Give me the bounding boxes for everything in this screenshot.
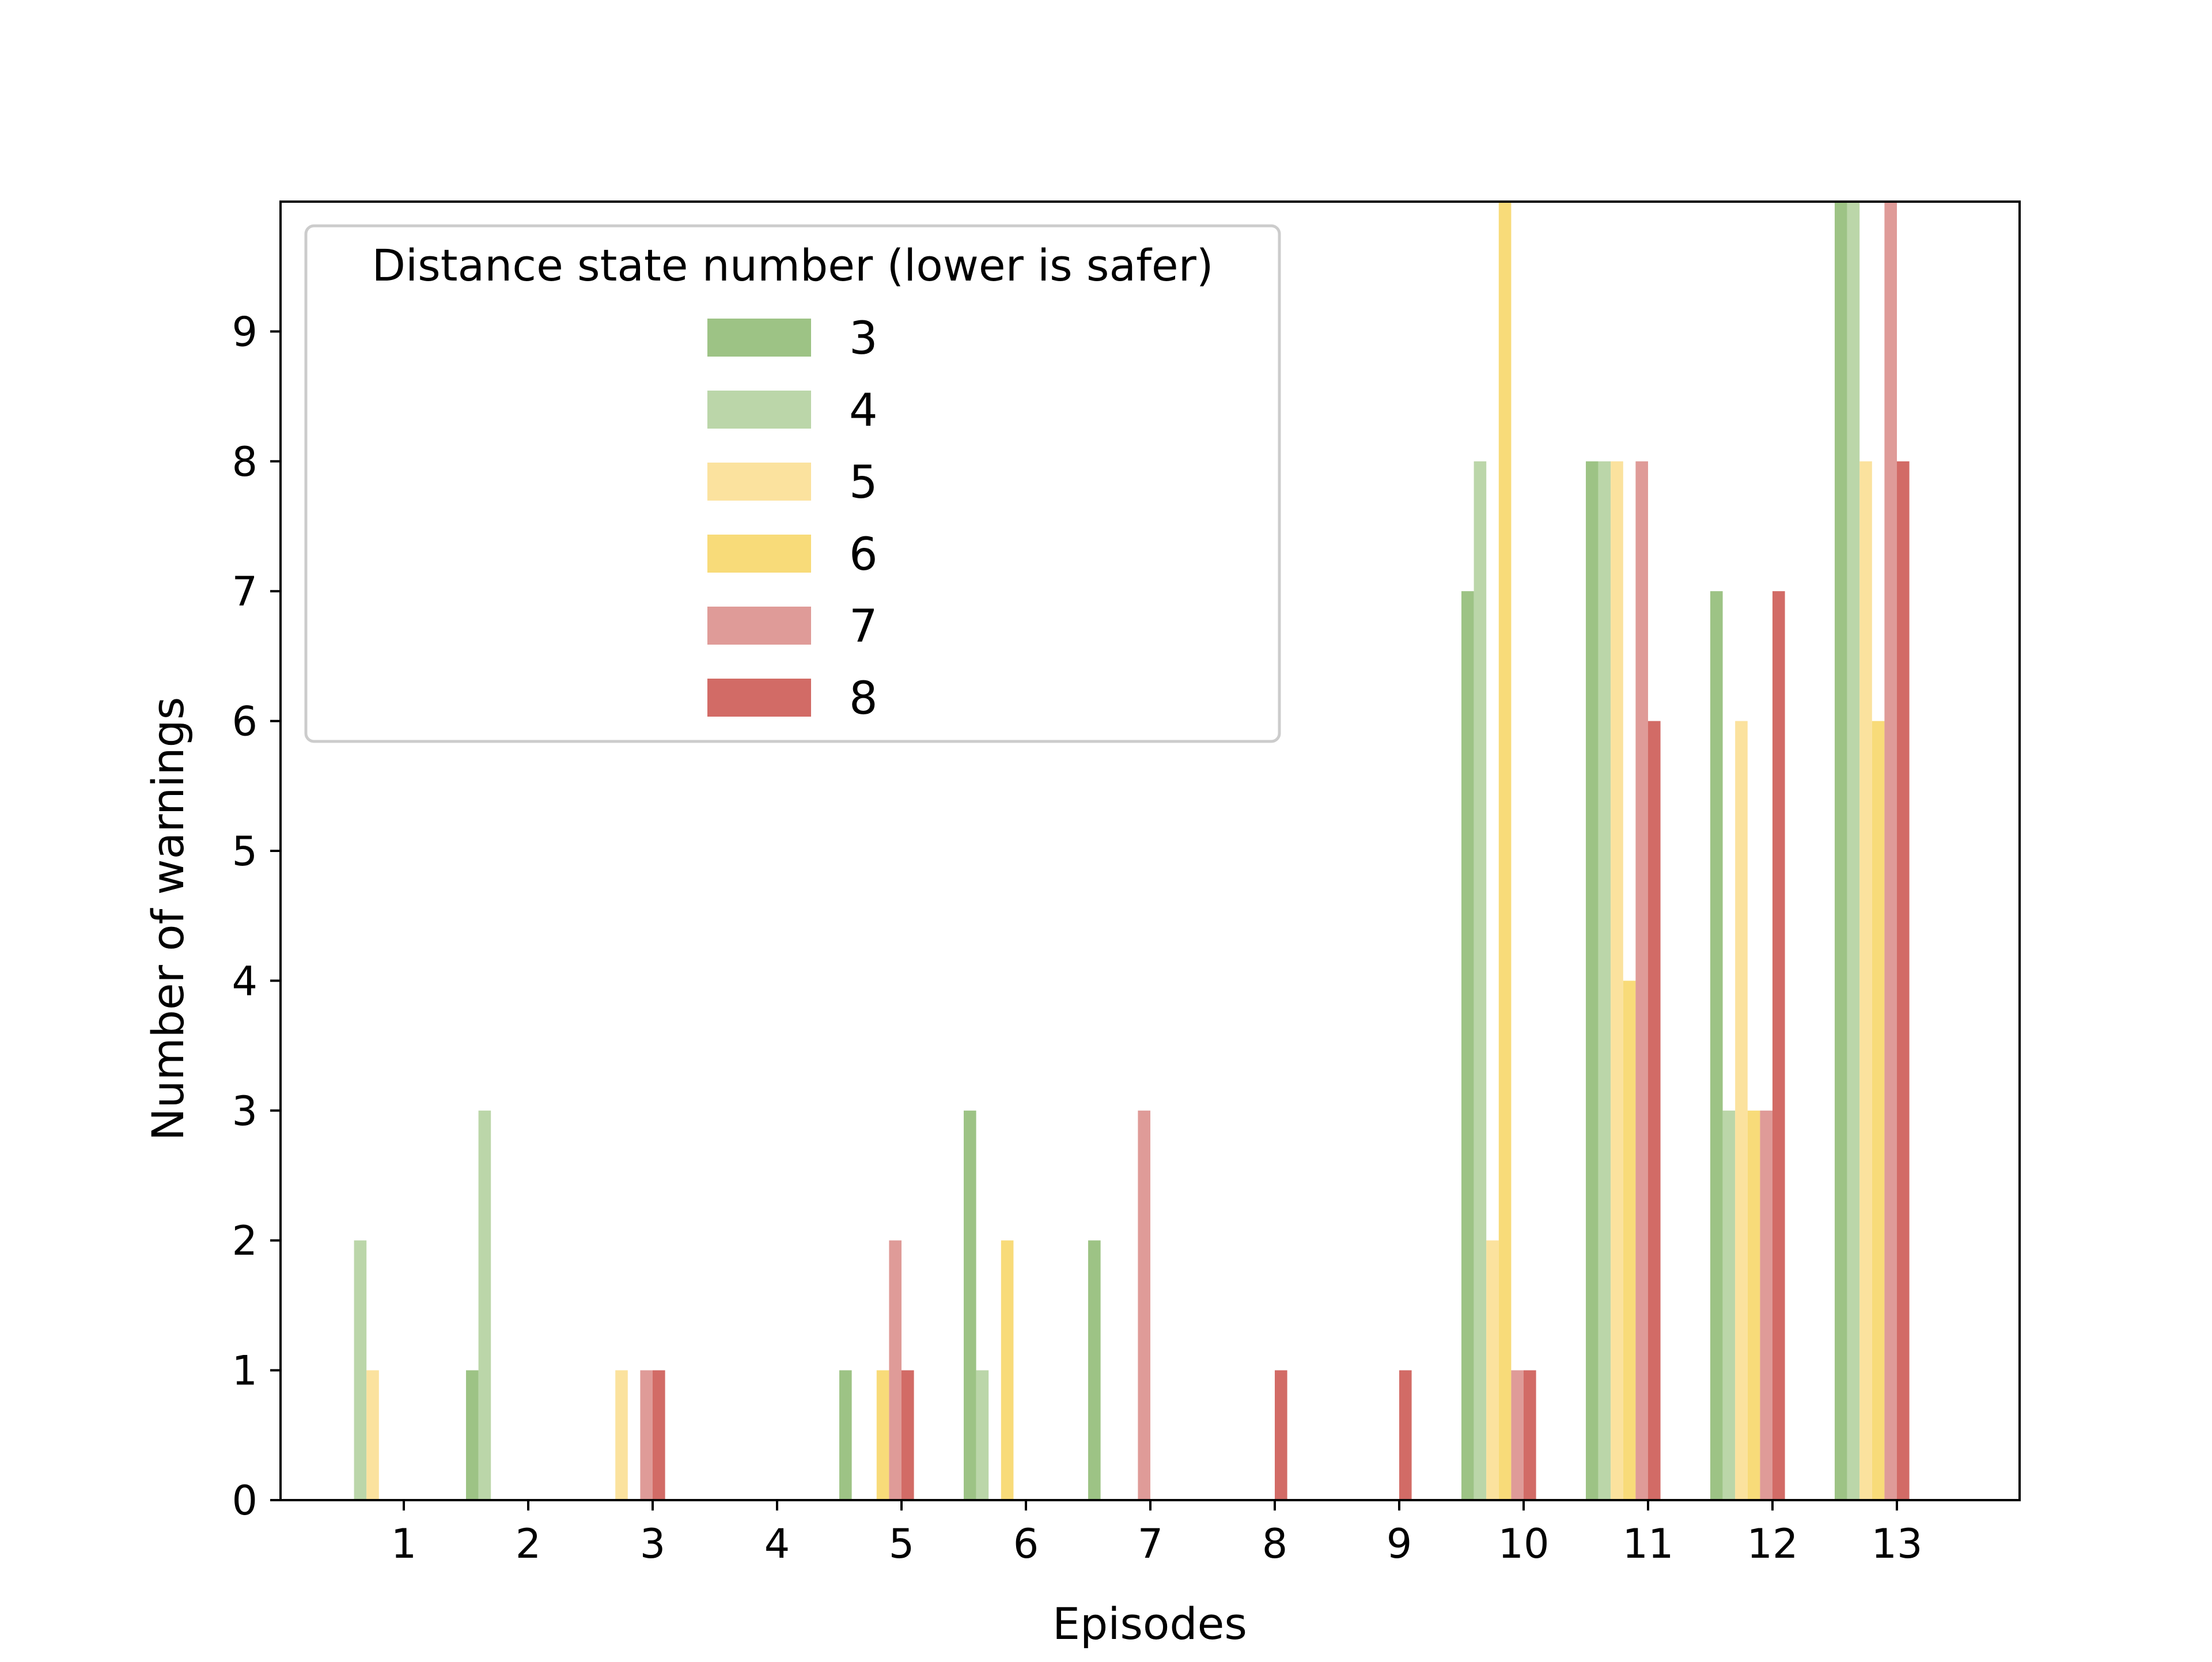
bars-layer bbox=[354, 202, 1910, 1500]
bar-series-3-episode-7 bbox=[1088, 1240, 1101, 1500]
bar-series-3-episode-13 bbox=[1835, 202, 1847, 1500]
bar-series-4-episode-13 bbox=[1847, 202, 1860, 1500]
legend-swatch-7 bbox=[707, 607, 811, 645]
bar-series-4-episode-1 bbox=[354, 1240, 367, 1500]
bar-series-5-episode-13 bbox=[1859, 461, 1872, 1500]
x-tick-label: 4 bbox=[764, 1520, 790, 1568]
x-axis-label: Episodes bbox=[1052, 1598, 1247, 1649]
bar-series-8-episode-9 bbox=[1399, 1370, 1412, 1500]
x-tick-label: 1 bbox=[391, 1520, 417, 1568]
x-tick-label: 2 bbox=[516, 1520, 541, 1568]
bar-series-7-episode-7 bbox=[1138, 1110, 1150, 1500]
y-tick-label: 1 bbox=[232, 1347, 257, 1395]
bar-series-6-episode-10 bbox=[1498, 202, 1512, 1500]
bar-series-6-episode-13 bbox=[1872, 721, 1885, 1500]
bar-series-4-episode-11 bbox=[1598, 461, 1611, 1500]
bar-series-8-episode-11 bbox=[1648, 721, 1661, 1500]
x-tick-label: 10 bbox=[1498, 1520, 1549, 1568]
bar-series-3-episode-11 bbox=[1586, 461, 1599, 1500]
x-tick-label: 11 bbox=[1622, 1520, 1673, 1568]
bar-series-7-episode-3 bbox=[640, 1370, 653, 1500]
legend-label-5: 5 bbox=[849, 457, 878, 509]
bar-series-4-episode-6 bbox=[976, 1370, 989, 1500]
y-tick-label: 4 bbox=[232, 957, 257, 1005]
bar-series-6-episode-6 bbox=[1001, 1240, 1014, 1500]
bar-series-8-episode-10 bbox=[1524, 1370, 1536, 1500]
bar-series-4-episode-10 bbox=[1474, 461, 1487, 1500]
x-tick-label: 6 bbox=[1013, 1520, 1039, 1568]
y-tick-label: 8 bbox=[232, 438, 257, 486]
bar-series-4-episode-12 bbox=[1722, 1110, 1736, 1500]
x-tick-label: 13 bbox=[1871, 1520, 1922, 1568]
y-tick-label: 0 bbox=[232, 1477, 257, 1524]
bar-series-8-episode-8 bbox=[1275, 1370, 1287, 1500]
legend: Distance state number (lower is safer) 3… bbox=[304, 224, 1281, 743]
y-tick-label: 6 bbox=[232, 698, 257, 745]
y-tick-label: 9 bbox=[232, 308, 257, 355]
bar-series-8-episode-12 bbox=[1772, 591, 1785, 1500]
y-tick-label: 3 bbox=[232, 1088, 257, 1135]
x-tick-label: 12 bbox=[1747, 1520, 1798, 1568]
bar-series-8-episode-13 bbox=[1897, 461, 1910, 1500]
legend-swatch-8 bbox=[707, 679, 811, 717]
bar-series-5-episode-10 bbox=[1486, 1240, 1499, 1500]
bar-series-5-episode-12 bbox=[1735, 721, 1748, 1500]
legend-swatch-5 bbox=[707, 463, 811, 501]
bar-series-5-episode-3 bbox=[615, 1370, 628, 1500]
legend-swatch-3 bbox=[707, 319, 811, 357]
bar-series-8-episode-5 bbox=[902, 1370, 914, 1500]
bar-series-3-episode-5 bbox=[839, 1370, 852, 1500]
y-tick-label: 2 bbox=[232, 1217, 257, 1265]
bar-series-6-episode-12 bbox=[1747, 1110, 1760, 1500]
y-axis-label: Number of warnings bbox=[142, 697, 194, 1141]
x-tick-label: 5 bbox=[889, 1520, 915, 1568]
bar-series-6-episode-5 bbox=[876, 1370, 889, 1500]
bar-series-7-episode-12 bbox=[1760, 1110, 1772, 1500]
bar-series-5-episode-1 bbox=[366, 1370, 379, 1500]
legend-label-3: 3 bbox=[849, 313, 878, 365]
bar-series-4-episode-2 bbox=[478, 1110, 491, 1500]
bar-series-7-episode-10 bbox=[1511, 1370, 1524, 1500]
bar-series-3-episode-10 bbox=[1461, 591, 1474, 1500]
bar-series-7-episode-5 bbox=[889, 1240, 902, 1500]
legend-label-7: 7 bbox=[849, 601, 878, 653]
bar-series-3-episode-2 bbox=[466, 1370, 479, 1500]
legend-swatch-4 bbox=[707, 391, 811, 429]
x-tick-label: 9 bbox=[1387, 1520, 1412, 1568]
bar-series-3-episode-12 bbox=[1710, 591, 1723, 1500]
y-tick-label: 5 bbox=[232, 828, 257, 875]
x-tick-label: 8 bbox=[1262, 1520, 1288, 1568]
y-tick-label: 7 bbox=[232, 568, 257, 615]
legend-label-8: 8 bbox=[849, 673, 878, 725]
legend-label-6: 6 bbox=[849, 529, 878, 581]
legend-label-4: 4 bbox=[849, 385, 878, 437]
bar-series-7-episode-13 bbox=[1884, 202, 1897, 1500]
legend-title: Distance state number (lower is safer) bbox=[372, 240, 1214, 291]
bar-series-5-episode-11 bbox=[1611, 461, 1623, 1500]
legend-swatch-6 bbox=[707, 535, 811, 573]
x-tick-label: 3 bbox=[640, 1520, 666, 1568]
bar-series-3-episode-6 bbox=[964, 1110, 976, 1500]
bar-series-7-episode-11 bbox=[1635, 461, 1648, 1500]
x-tick-label: 7 bbox=[1138, 1520, 1164, 1568]
bar-series-8-episode-3 bbox=[653, 1370, 665, 1500]
bar-series-6-episode-11 bbox=[1623, 980, 1636, 1500]
legend-entries: 3 4 5 6 7 8 bbox=[707, 313, 878, 725]
